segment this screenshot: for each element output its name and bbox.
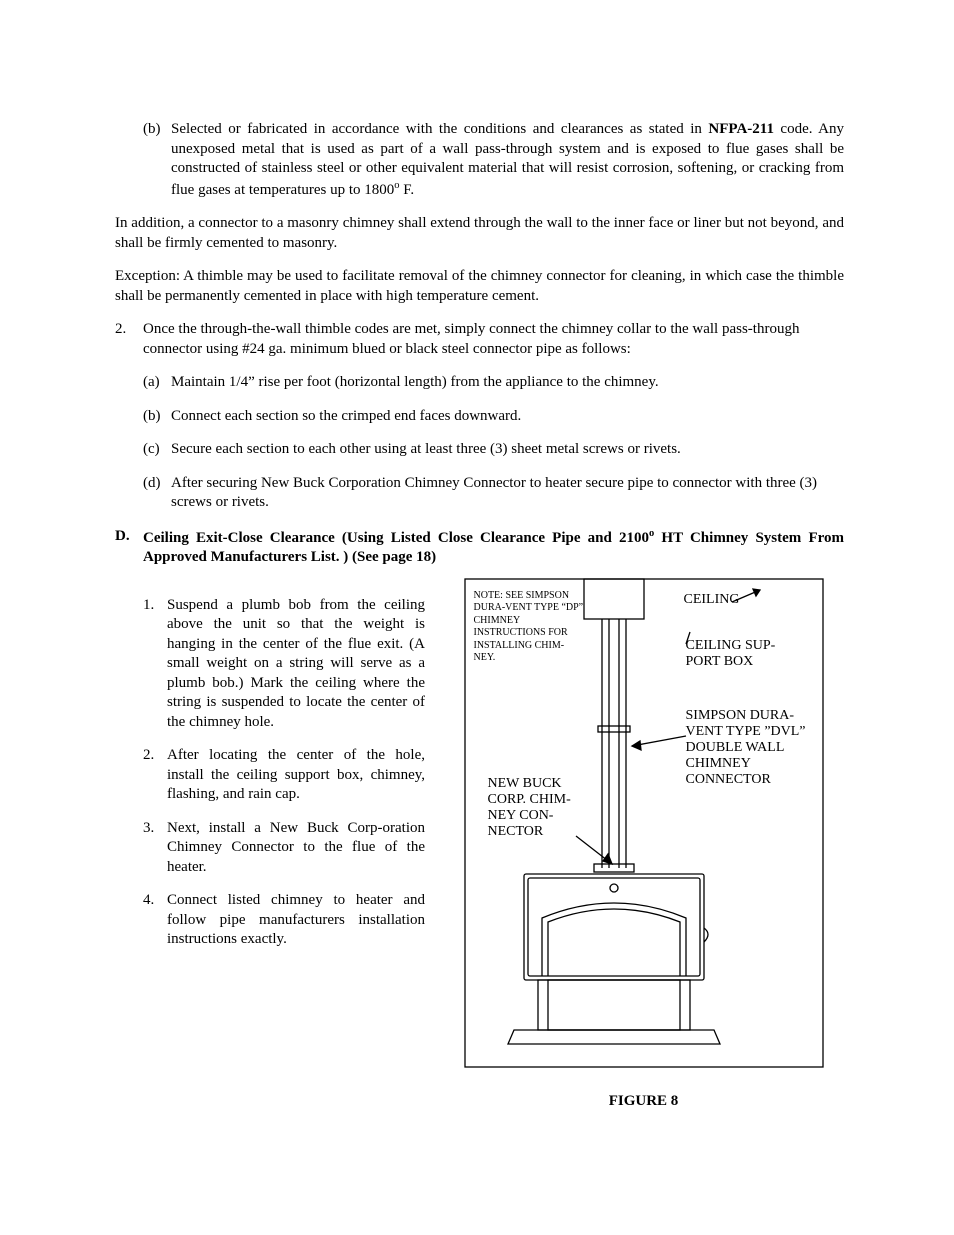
diagram-column: NOTE: SEE SIMPSON DURA-VENT TYPE “DP” CH…: [443, 578, 844, 1112]
item-b-bold: NFPA-211: [708, 121, 774, 137]
exception-paragraph: Exception: A thimble may be used to faci…: [115, 267, 844, 306]
sub-d-marker: (d): [143, 474, 171, 513]
step-3-marker: 3.: [143, 819, 167, 878]
step-1-text: Suspend a plumb bob from the ceiling abo…: [167, 596, 425, 733]
figure-8-diagram: NOTE: SEE SIMPSON DURA-VENT TYPE “DP” CH…: [464, 578, 824, 1068]
section-d-marker: D.: [115, 527, 143, 568]
sub-a-marker: (a): [143, 373, 171, 393]
sub-item-c: (c) Secure each section to each other us…: [143, 440, 844, 460]
section-d-p0: Ceiling Exit-Close Clearance (Using List…: [143, 530, 649, 546]
sub-b-text: Connect each section so the crimped end …: [171, 407, 844, 427]
steps-column: 1. Suspend a plumb bob from the ceiling …: [115, 578, 425, 1112]
sub-item-b: (b) Connect each section so the crimped …: [143, 407, 844, 427]
item-b-pt4: F.: [400, 182, 415, 198]
step-4-text: Connect listed chimney to heater and fol…: [167, 891, 425, 950]
section-d-body: Ceiling Exit-Close Clearance (Using List…: [143, 527, 844, 568]
step-2-marker: 2.: [143, 746, 167, 805]
label-support-box: CEILING SUP-PORT BOX: [686, 638, 806, 670]
list-item-b: (b) Selected or fabricated in accordance…: [143, 120, 844, 200]
sub-b-marker: (b): [143, 407, 171, 427]
sub-list-abc: (a) Maintain 1/4” rise per foot (horizon…: [143, 373, 844, 513]
step-2-text: After locating the center of the hole, i…: [167, 746, 425, 805]
item-2-marker: 2.: [115, 320, 143, 359]
section-d-heading: D. Ceiling Exit-Close Clearance (Using L…: [115, 527, 844, 568]
label-dvl: SIMPSON DURA-VENT TYPE ”DVL” DOUBLE WALL…: [686, 708, 824, 788]
step-1: 1. Suspend a plumb bob from the ceiling …: [143, 596, 425, 733]
step-3-text: Next, install a New Buck Corp-oration Ch…: [167, 819, 425, 878]
item-b-body: Selected or fabricated in accordance wit…: [171, 120, 844, 200]
item-b-pt0: Selected or fabricated in accordance wit…: [171, 121, 708, 137]
label-ceiling: CEILING: [684, 592, 740, 608]
label-buck: NEW BUCK CORP. CHIM-NEY CON-NECTOR: [488, 776, 588, 840]
sub-item-a: (a) Maintain 1/4” rise per foot (horizon…: [143, 373, 844, 393]
figure-caption: FIGURE 8: [443, 1092, 844, 1112]
addition-paragraph: In addition, a connector to a masonry ch…: [115, 214, 844, 253]
step-1-marker: 1.: [143, 596, 167, 733]
sub-item-d: (d) After securing New Buck Corporation …: [143, 474, 844, 513]
sub-a-text: Maintain 1/4” rise per foot (horizontal …: [171, 373, 844, 393]
sub-d-text: After securing New Buck Corporation Chim…: [171, 474, 844, 513]
step-4-marker: 4.: [143, 891, 167, 950]
sub-c-text: Secure each section to each other using …: [171, 440, 844, 460]
sub-c-marker: (c): [143, 440, 171, 460]
step-2: 2. After locating the center of the hole…: [143, 746, 425, 805]
item-b-marker: (b): [143, 120, 171, 200]
step-4: 4. Connect listed chimney to heater and …: [143, 891, 425, 950]
step-3: 3. Next, install a New Buck Corp-oration…: [143, 819, 425, 878]
list-item-2: 2. Once the through-the-wall thimble cod…: [115, 320, 844, 359]
diagram-note: NOTE: SEE SIMPSON DURA-VENT TYPE “DP” CH…: [474, 590, 586, 665]
two-column-region: 1. Suspend a plumb bob from the ceiling …: [115, 578, 844, 1112]
item-2-text: Once the through-the-wall thimble codes …: [143, 320, 844, 359]
